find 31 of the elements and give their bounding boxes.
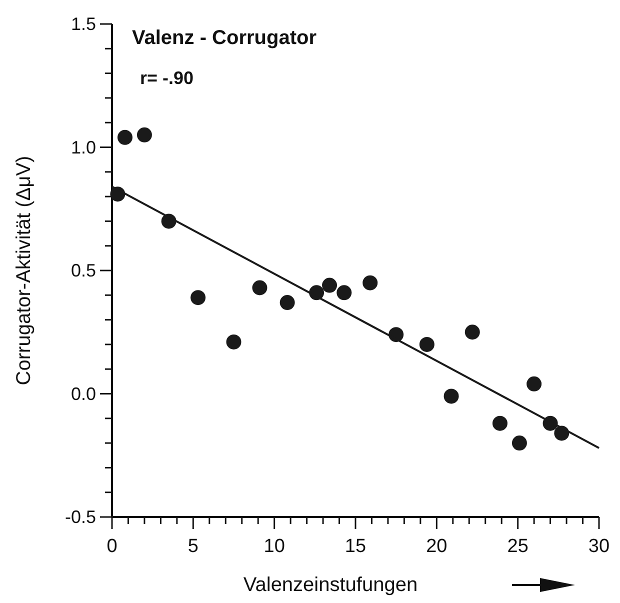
annotation: r= -.90 bbox=[140, 68, 194, 88]
y-tick-label: 0.5 bbox=[70, 260, 96, 280]
point bbox=[190, 290, 206, 306]
point bbox=[280, 295, 295, 310]
x-tick-label: 10 bbox=[264, 536, 285, 557]
point bbox=[362, 275, 378, 290]
y-tick-label: 0.0 bbox=[70, 384, 96, 404]
point bbox=[444, 388, 459, 404]
point bbox=[526, 376, 542, 392]
x-tick-label: 5 bbox=[188, 536, 198, 557]
point bbox=[322, 278, 338, 293]
y-tick-label: -0.5 bbox=[64, 507, 96, 527]
point bbox=[117, 130, 132, 145]
point bbox=[336, 285, 352, 300]
x-axis-title: Valenzeinstufungen bbox=[243, 574, 418, 596]
x-tick-label: 25 bbox=[507, 536, 528, 557]
y-axis-title: Corrugator-Aktivität (ΔμV) bbox=[13, 156, 35, 386]
point bbox=[226, 334, 242, 350]
point bbox=[464, 324, 480, 340]
y-tick-label: 1.0 bbox=[70, 137, 96, 158]
point bbox=[252, 280, 268, 296]
point bbox=[419, 336, 434, 352]
x-tick-label: 15 bbox=[344, 536, 366, 557]
x-tick-label: 30 bbox=[588, 536, 610, 557]
chart-title: Valenz - Corrugator bbox=[132, 27, 317, 49]
x-tick-label: 0 bbox=[106, 536, 118, 557]
point bbox=[512, 436, 527, 451]
y-tick-label: 1.5 bbox=[70, 14, 96, 34]
point bbox=[492, 416, 508, 431]
x-tick-label: 20 bbox=[426, 536, 448, 557]
point bbox=[136, 127, 152, 142]
